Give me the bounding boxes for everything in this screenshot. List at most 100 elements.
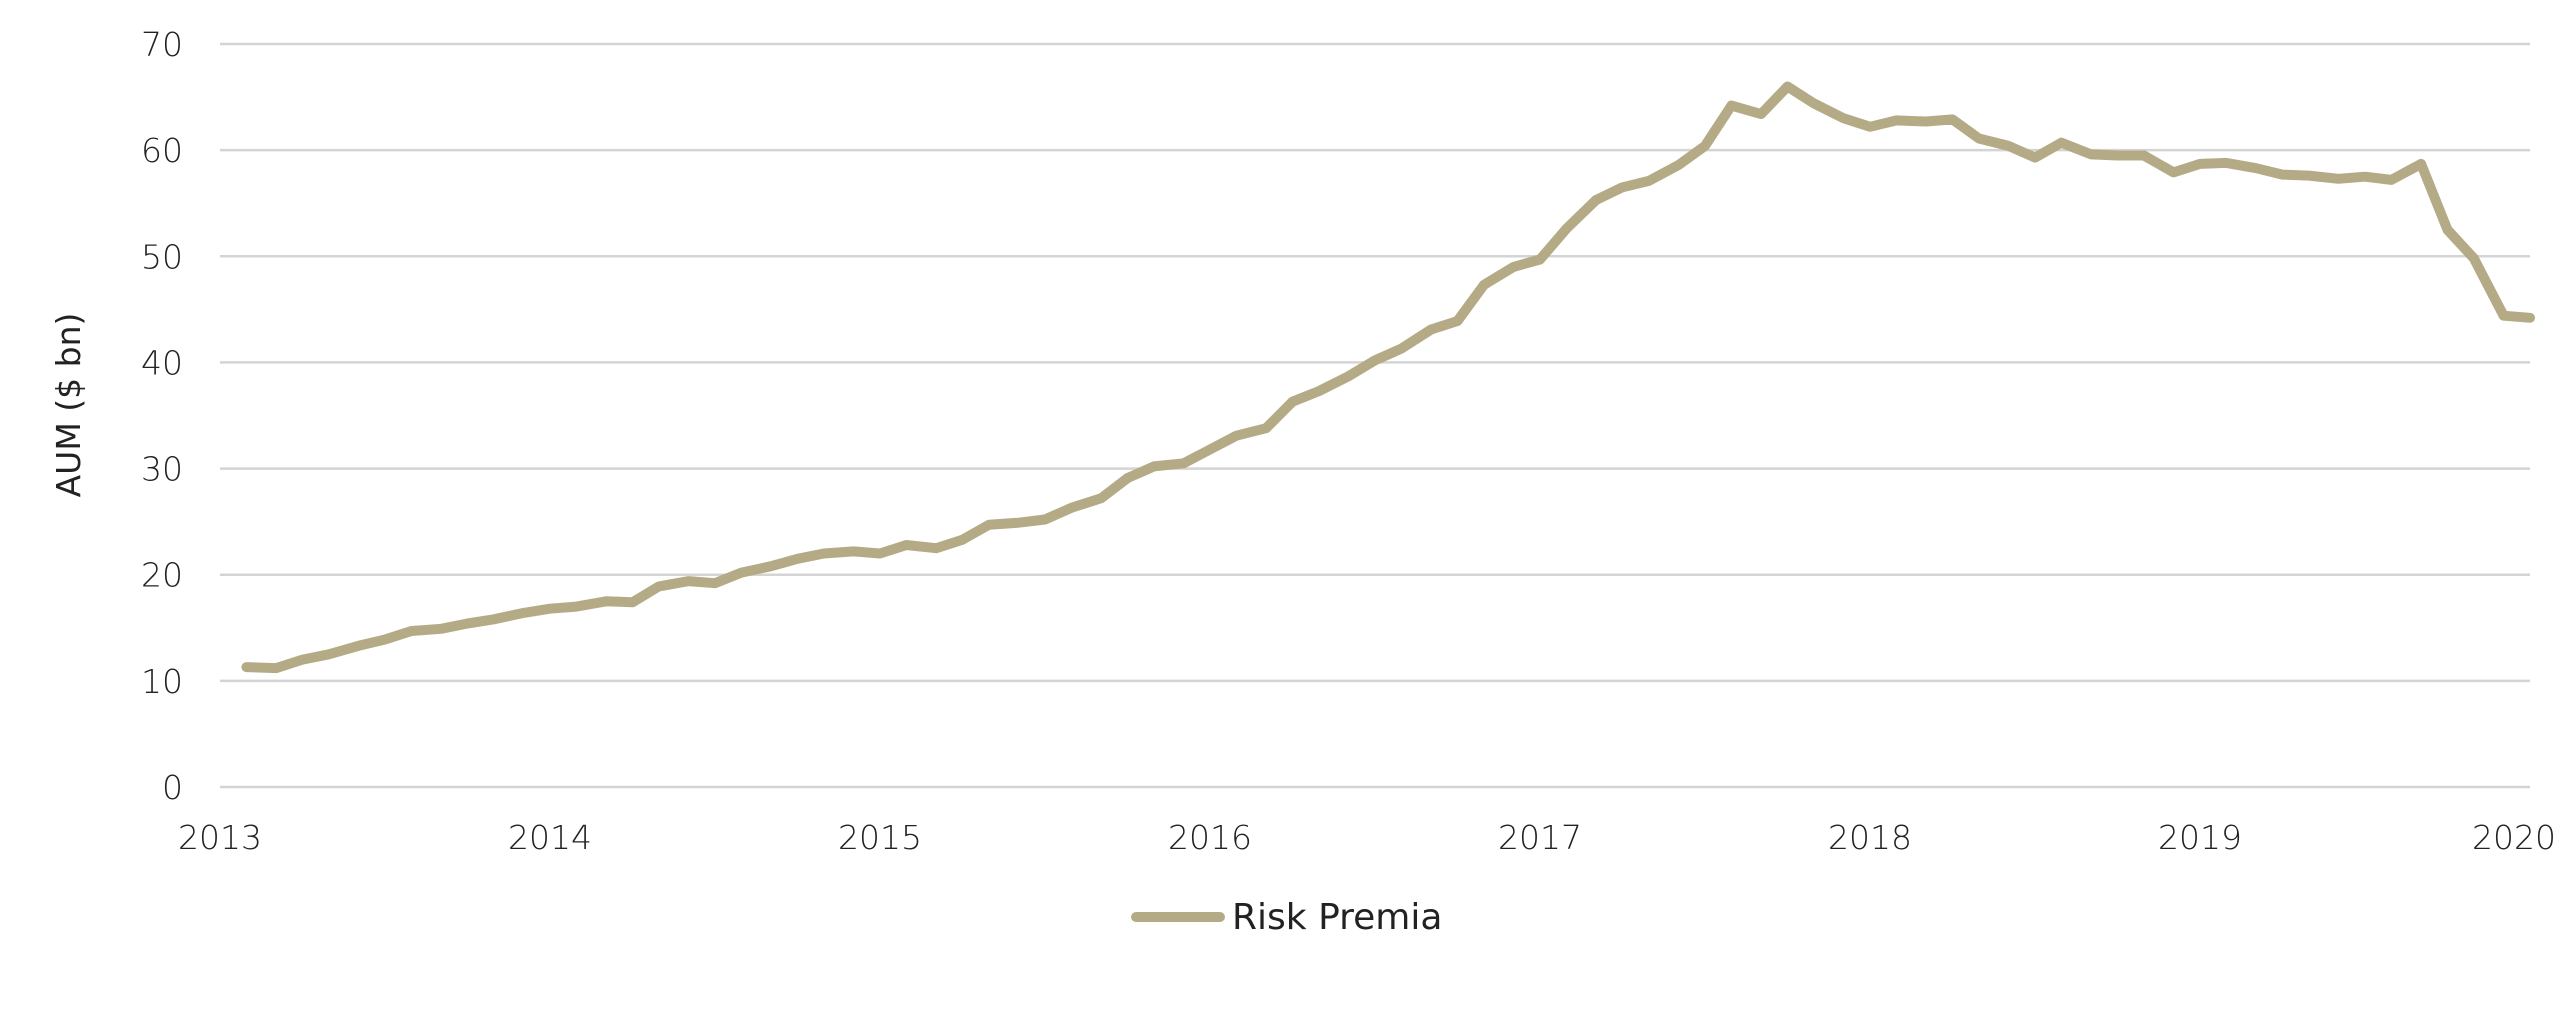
data-point <box>573 604 579 610</box>
data-point <box>326 651 332 657</box>
data-point <box>1042 517 1048 523</box>
data-point <box>438 626 444 632</box>
y-axis-title: AUM ($ bn) <box>49 313 88 498</box>
data-point <box>521 610 527 616</box>
data-point <box>243 664 249 670</box>
data-point <box>933 545 939 551</box>
data-point <box>1398 346 1404 352</box>
data-point <box>2223 160 2229 166</box>
data-point <box>795 556 801 562</box>
data-point <box>2527 315 2533 321</box>
data-point <box>738 570 744 576</box>
y-tick-label: 10 <box>141 662 183 701</box>
data-point <box>603 598 609 604</box>
data-point <box>2418 161 2424 167</box>
data-point <box>1676 162 1682 168</box>
data-point <box>768 563 774 569</box>
data-point <box>851 548 857 554</box>
data-point <box>1923 118 1929 124</box>
x-tick-label: 2013 <box>178 818 262 857</box>
data-point <box>903 542 909 548</box>
data-point <box>1263 425 1269 431</box>
y-tick-label: 50 <box>141 237 183 276</box>
data-point <box>1811 100 1817 106</box>
x-tick-label: 2018 <box>1828 818 1912 857</box>
data-point <box>1867 124 1873 130</box>
x-tick-label: 2020 <box>2472 818 2556 857</box>
data-point <box>1511 264 1517 270</box>
data-point <box>1346 373 1352 379</box>
data-point <box>1455 318 1461 324</box>
y-tick-label: 30 <box>141 450 183 489</box>
x-tick-label: 2019 <box>2158 818 2242 857</box>
y-tick-label: 70 <box>141 25 183 64</box>
gridlines <box>220 42 2530 789</box>
data-point <box>1950 116 1956 122</box>
data-point <box>1758 111 1764 117</box>
data-point <box>2388 177 2394 183</box>
data-point <box>1316 388 1322 394</box>
data-point <box>2501 313 2507 319</box>
data-point <box>2197 161 2203 167</box>
data-point <box>656 583 662 589</box>
data-point <box>491 616 497 622</box>
data-point <box>2141 152 2147 158</box>
data-point <box>2058 140 2064 146</box>
y-tick-label: 0 <box>162 768 183 807</box>
legend: Risk Premia <box>1131 897 1442 938</box>
y-tick-label: 60 <box>141 131 183 170</box>
data-point <box>408 628 414 634</box>
data-point <box>1646 178 1652 184</box>
data-point <box>1233 433 1239 439</box>
series-line-risk-premia <box>241 81 2535 674</box>
data-point <box>1125 475 1131 481</box>
data-point <box>1068 505 1074 511</box>
data-point <box>2471 255 2477 261</box>
data-point <box>1537 256 1543 262</box>
x-tick-label: 2014 <box>508 818 592 857</box>
legend-label-risk-premia: Risk Premia <box>1232 897 1442 938</box>
data-point <box>1976 135 1982 141</box>
data-point <box>1481 282 1487 288</box>
x-tick-label: 2015 <box>838 818 922 857</box>
data-point <box>1098 495 1104 501</box>
data-point <box>1016 520 1022 526</box>
y-tick-label: 40 <box>141 343 183 382</box>
data-point <box>712 580 718 586</box>
data-point <box>1428 327 1434 333</box>
data-point <box>1893 117 1899 123</box>
data-point <box>1207 446 1213 452</box>
y-axis-ticks: 0 10 20 30 40 50 60 70 <box>141 25 183 807</box>
x-tick-label: 2016 <box>1168 818 1252 857</box>
data-point <box>300 657 306 663</box>
data-point <box>1620 184 1626 190</box>
data-point <box>2253 165 2259 171</box>
data-point <box>2306 173 2312 179</box>
data-point <box>2362 174 2368 180</box>
data-point <box>2280 172 2286 178</box>
data-point <box>2088 151 2094 157</box>
series-lines <box>241 81 2535 674</box>
data-point <box>686 578 692 584</box>
data-point <box>2115 152 2121 158</box>
data-point <box>1372 357 1378 363</box>
data-point <box>2032 155 2038 161</box>
data-point <box>2445 227 2451 233</box>
data-point <box>2171 169 2177 175</box>
data-point <box>2336 176 2342 182</box>
data-point <box>1151 463 1157 469</box>
data-point <box>273 665 279 671</box>
data-point <box>630 599 636 605</box>
data-point <box>382 636 388 642</box>
data-point <box>1563 226 1569 232</box>
data-point <box>960 537 966 543</box>
data-point <box>1593 197 1599 203</box>
data-point <box>877 550 883 556</box>
data-point <box>1290 399 1296 405</box>
x-axis-ticks: 2013 2014 2015 2016 2017 2018 2019 2020 <box>178 818 2556 857</box>
data-point <box>986 522 992 528</box>
data-point <box>1785 83 1791 89</box>
data-point <box>356 643 362 649</box>
data-point <box>1728 103 1734 109</box>
